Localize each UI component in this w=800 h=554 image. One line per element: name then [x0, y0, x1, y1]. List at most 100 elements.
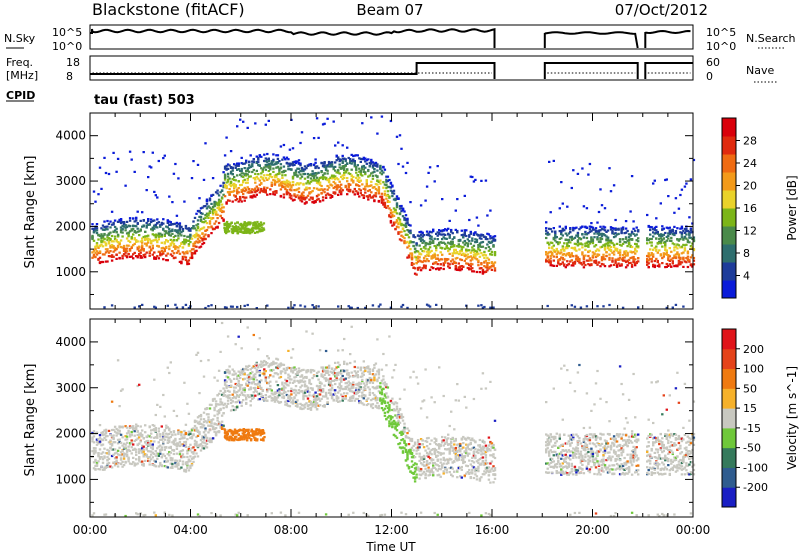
power-echo-point	[311, 189, 314, 193]
power-echo-point	[290, 194, 293, 197]
velocity-echo-point	[92, 461, 96, 464]
power-echo-point	[588, 249, 592, 252]
velocity-echo-point	[162, 441, 165, 444]
power-echo-point	[611, 227, 614, 230]
velocity-echo-point	[190, 451, 194, 454]
power-echo-point	[587, 250, 590, 253]
power-echo-point	[248, 190, 251, 193]
power-echo-point	[312, 137, 316, 140]
power-echo-point	[153, 256, 156, 259]
power-echo-point	[481, 271, 485, 274]
velocity-echo-point	[226, 368, 230, 371]
power-echo-point	[329, 194, 332, 197]
power-echo-point	[361, 166, 364, 170]
power-echo-point	[391, 190, 394, 193]
velocity-echo-point	[133, 448, 136, 451]
velocity-echo-point	[273, 372, 277, 375]
power-echo-point	[569, 228, 572, 231]
power-echo-point	[270, 176, 273, 179]
power-echo-point	[637, 230, 640, 233]
velocity-echo-point	[214, 423, 218, 426]
power-echo-point	[674, 245, 678, 248]
power-echo-point	[361, 165, 364, 168]
power-echo-point	[605, 230, 608, 233]
power-echo-point	[222, 186, 225, 189]
power-echo-point	[655, 257, 658, 260]
power-echo-point	[195, 240, 198, 243]
power-echo-point	[157, 245, 160, 248]
power-echo-point	[104, 243, 108, 246]
power-echo-point	[419, 204, 423, 207]
power-echo-point	[415, 242, 418, 245]
power-echo-point	[472, 233, 476, 236]
power-echo-point	[471, 256, 474, 259]
power-echo-point	[358, 170, 361, 173]
power-echo-point	[618, 251, 622, 254]
power-echo-point	[240, 162, 243, 165]
power-echo-point	[403, 237, 406, 240]
power-echo-point	[469, 268, 472, 271]
velocity-echo-point	[115, 462, 118, 465]
power-echo-point	[175, 225, 179, 228]
power-echo-point	[546, 256, 549, 259]
power-echo-point	[466, 262, 469, 265]
power-echo-point	[157, 232, 160, 235]
power-echo-point	[611, 251, 614, 254]
velocity-echo-point	[187, 448, 191, 451]
power-echo-point	[389, 209, 393, 212]
power-echo-point	[177, 237, 180, 240]
power-echo-point	[195, 233, 198, 237]
power-echo-point	[208, 216, 212, 219]
power-echo-point	[646, 213, 649, 217]
power-echo-point	[171, 229, 174, 232]
power-echo-point	[584, 230, 587, 233]
velocity-echo-point	[165, 432, 168, 435]
velocity-echo-point	[193, 443, 197, 446]
power-echo-point	[223, 222, 226, 225]
power-echo-point	[680, 225, 684, 228]
power-echo-point	[231, 200, 234, 203]
velocity-echo-point	[159, 438, 162, 441]
power-echo-point	[383, 190, 387, 193]
velocity-echo-point	[160, 456, 163, 459]
power-echo-point	[460, 249, 463, 252]
nsky-panel-frame	[89, 24, 694, 50]
velocity-echo-point	[107, 429, 111, 432]
velocity-echo-point	[94, 460, 97, 463]
power-echo-point	[545, 236, 548, 240]
velocity-echo-point	[154, 430, 157, 433]
power-echo-point	[110, 243, 114, 247]
velocity-echo-point	[272, 362, 275, 365]
power-echo-point	[563, 229, 566, 232]
power-echo-point	[400, 234, 403, 237]
power-echo-point	[581, 225, 584, 228]
power-echo-point	[582, 260, 586, 263]
power-echo-point	[94, 248, 97, 251]
velocity-echo-point	[276, 400, 280, 403]
power-echo-point	[189, 241, 192, 244]
power-echo-point	[302, 182, 305, 185]
power-echo-point	[549, 257, 552, 260]
velocity-echo-point	[172, 452, 176, 456]
velocity-echo-point	[119, 462, 123, 465]
power-echo-point	[585, 244, 589, 247]
velocity-echo-point	[184, 470, 188, 473]
velocity-echo-point	[148, 450, 151, 453]
power-echo-point	[184, 256, 188, 259]
power-echo-point	[118, 218, 121, 221]
power-echo-point	[493, 261, 497, 264]
velocity-echo-point	[153, 511, 156, 514]
power-echo-point	[551, 241, 554, 244]
power-echo-point	[373, 186, 376, 189]
velocity-echo-point	[118, 440, 121, 444]
power-echo-point	[444, 237, 447, 240]
power-echo-point	[662, 233, 665, 236]
power-echo-point	[142, 235, 145, 239]
power-echo-point	[340, 183, 343, 186]
power-echo-point	[144, 235, 147, 238]
power-echo-point	[311, 304, 314, 307]
power-echo-point	[590, 240, 593, 243]
power-echo-point	[416, 256, 420, 259]
power-echo-point	[356, 191, 359, 194]
power-echo-point	[337, 305, 340, 308]
